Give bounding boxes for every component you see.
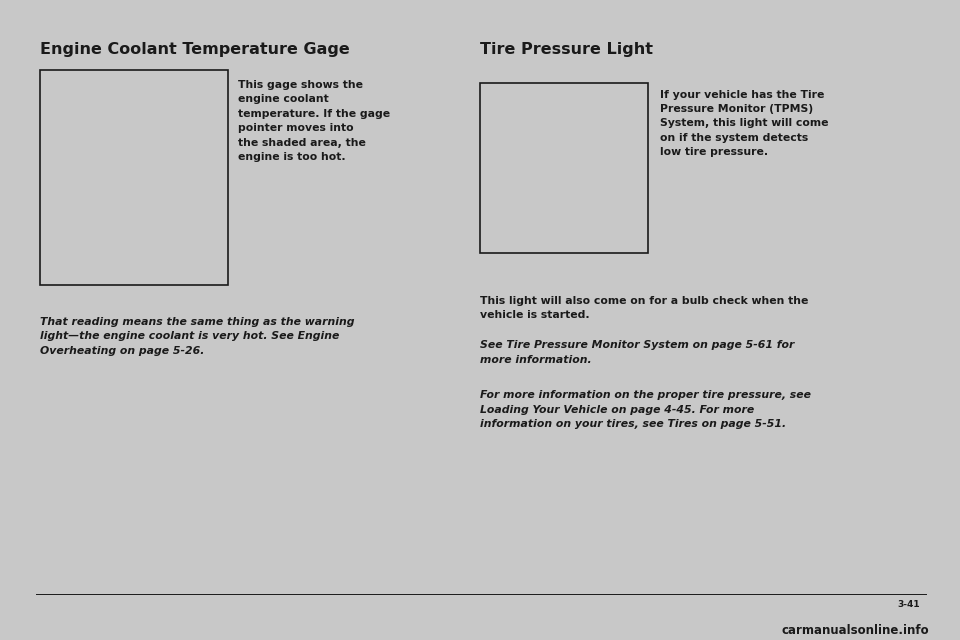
Text: This gage shows the
engine coolant
temperature. If the gage
pointer moves into
t: This gage shows the engine coolant tempe… — [238, 80, 390, 162]
Text: For more information on the proper tire pressure, see
Loading Your Vehicle on pa: For more information on the proper tire … — [480, 390, 811, 429]
Text: Engine Coolant Temperature Gage: Engine Coolant Temperature Gage — [40, 42, 350, 56]
Text: carmanualsonline.info: carmanualsonline.info — [781, 624, 929, 637]
Bar — [40, 70, 228, 285]
Text: If your vehicle has the Tire
Pressure Monitor (TPMS)
System, this light will com: If your vehicle has the Tire Pressure Mo… — [660, 90, 829, 157]
Text: 3-41: 3-41 — [897, 600, 920, 609]
Text: That reading means the same thing as the warning
light—the engine coolant is ver: That reading means the same thing as the… — [40, 317, 355, 356]
Bar — [480, 83, 648, 253]
Text: See Tire Pressure Monitor System on page 5-61 for
more information.: See Tire Pressure Monitor System on page… — [480, 340, 794, 365]
Text: Tire Pressure Light: Tire Pressure Light — [480, 42, 653, 56]
Text: This light will also come on for a bulb check when the
vehicle is started.: This light will also come on for a bulb … — [480, 296, 808, 320]
